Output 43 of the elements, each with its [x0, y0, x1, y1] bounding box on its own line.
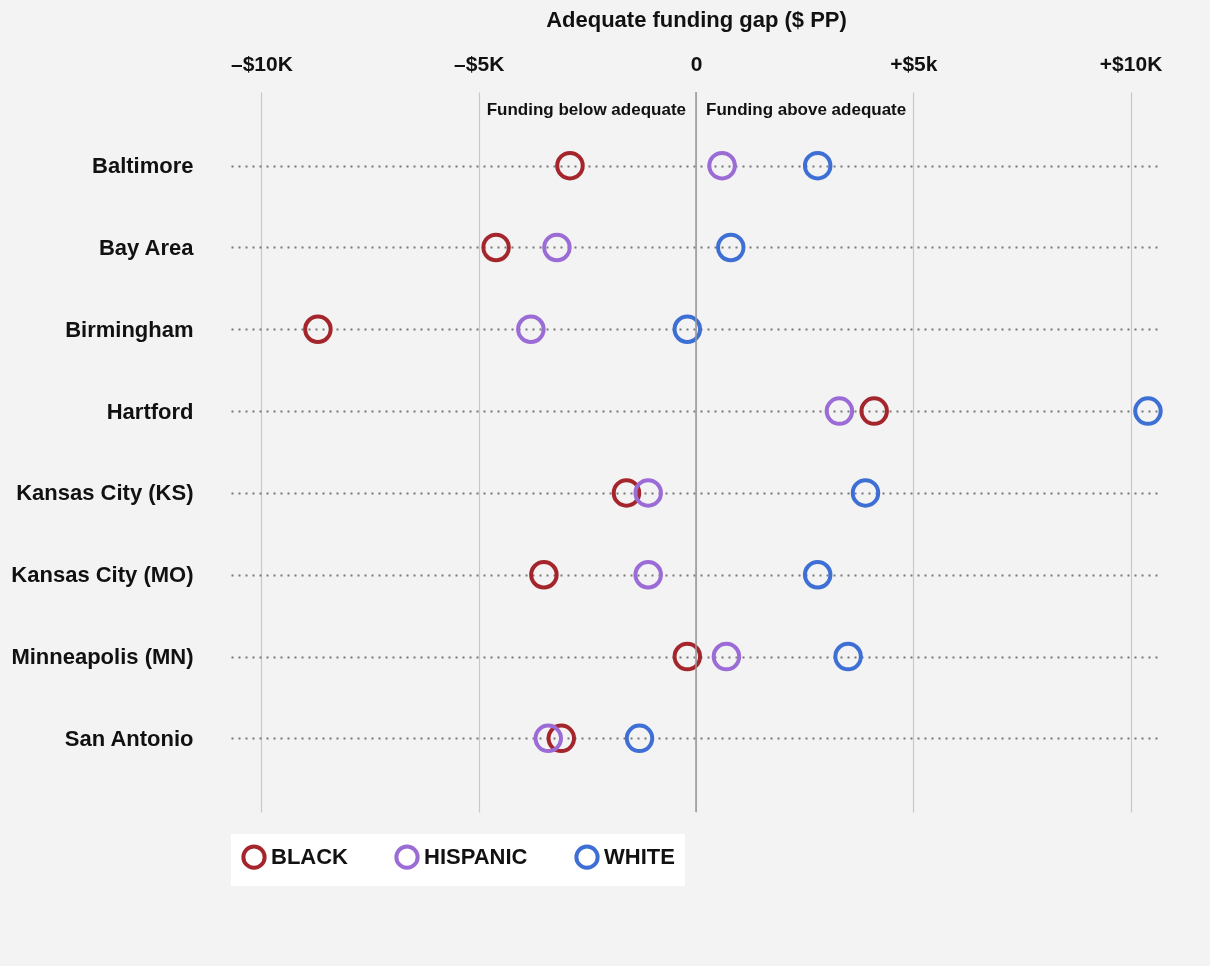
point: [802, 150, 833, 181]
legend-label: WHITE: [604, 844, 675, 870]
point: [802, 560, 833, 590]
point: [633, 478, 663, 508]
y-tick-label: Hartford: [106, 398, 194, 424]
point: [481, 232, 511, 263]
y-tick-label: Kansas City (MO): [11, 562, 194, 588]
x-tick-label: 0: [690, 51, 703, 75]
point: [824, 396, 855, 426]
y-tick-label: Bay Area: [98, 234, 195, 260]
point: [711, 641, 742, 672]
y-tick-label: Minneapolis (MN): [11, 644, 194, 670]
y-tick-label: Birmingham: [65, 316, 194, 342]
point: [672, 641, 703, 672]
point: [672, 314, 703, 344]
point: [303, 314, 333, 344]
y-tick-label: Kansas City (KS): [16, 480, 194, 506]
x-tick-label: +$10K: [1099, 51, 1163, 75]
point: [529, 560, 559, 590]
x-tick-label: –$10K: [230, 51, 293, 75]
point: [533, 723, 563, 754]
point: [516, 314, 546, 344]
annotation: Funding above adequate: [706, 100, 907, 119]
y-tick-label: San Antonio: [64, 725, 194, 751]
point: [1133, 396, 1163, 426]
annotation: Funding below adequate: [486, 100, 686, 119]
y-tick-label: Baltimore: [92, 153, 194, 179]
legend-label: HISPANIC: [424, 844, 528, 870]
point: [850, 478, 881, 508]
x-tick-label: +$5k: [890, 51, 938, 75]
point: [555, 150, 585, 181]
point: [716, 232, 746, 263]
point: [624, 723, 655, 754]
point: [546, 723, 577, 754]
point: [633, 560, 663, 590]
point: [611, 478, 642, 508]
point: [707, 150, 737, 181]
point: [833, 641, 863, 672]
legend-label: BLACK: [271, 844, 349, 870]
point: [859, 396, 889, 426]
point: [542, 232, 572, 263]
x-tick-label: –$5K: [454, 51, 505, 75]
x-axis-title: Adequate funding gap ($ PP): [546, 6, 847, 32]
